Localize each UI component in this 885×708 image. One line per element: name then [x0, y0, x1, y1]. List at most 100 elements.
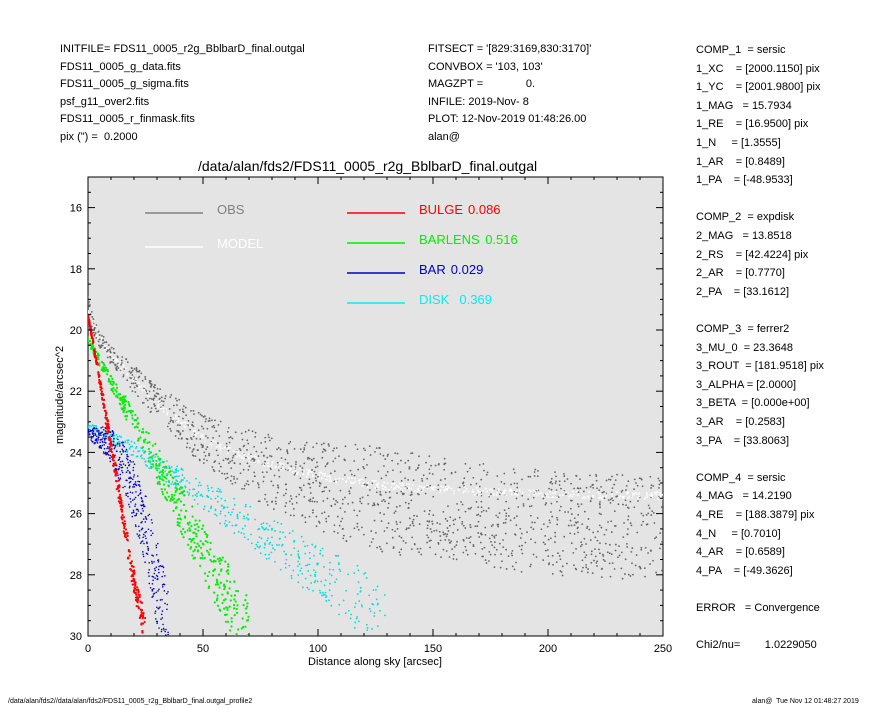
data-point — [112, 381, 115, 384]
data-point — [110, 435, 113, 438]
data-point — [491, 544, 494, 547]
data-point — [233, 607, 236, 610]
data-point — [155, 410, 158, 413]
data-point — [522, 504, 525, 507]
data-point — [273, 548, 276, 551]
data-point — [130, 580, 133, 583]
data-point — [113, 463, 117, 467]
data-point — [148, 380, 151, 382]
data-point — [462, 538, 465, 541]
data-point — [613, 510, 616, 513]
data-point — [91, 337, 95, 340]
data-point — [144, 438, 147, 441]
data-point — [315, 442, 318, 445]
legend-label: OBS — [217, 202, 245, 217]
data-point — [483, 469, 485, 472]
data-point — [130, 501, 132, 503]
data-point — [499, 542, 501, 545]
data-point — [285, 553, 287, 556]
data-point — [332, 498, 335, 500]
data-point — [132, 469, 135, 472]
data-point — [140, 528, 143, 531]
data-point — [469, 535, 472, 538]
data-point — [172, 483, 175, 486]
data-point — [241, 642, 243, 644]
data-point — [444, 532, 447, 535]
data-point — [115, 450, 118, 452]
data-point — [497, 516, 499, 519]
data-point — [521, 494, 524, 497]
data-point — [319, 553, 322, 555]
data-point — [228, 436, 231, 439]
data-point — [109, 351, 112, 354]
data-point — [288, 564, 291, 567]
data-point — [102, 426, 104, 428]
data-point — [448, 486, 451, 489]
data-point — [483, 546, 486, 549]
data-point — [220, 449, 223, 452]
data-point — [356, 616, 359, 618]
data-point — [113, 437, 115, 440]
data-point — [305, 468, 308, 471]
data-point — [243, 639, 245, 641]
data-point — [90, 425, 93, 428]
data-point — [265, 522, 268, 525]
data-point — [659, 495, 662, 497]
data-point — [243, 484, 246, 487]
data-point — [267, 528, 270, 531]
param-line: 2_PA = [33.1612] — [696, 285, 790, 298]
data-point — [117, 477, 120, 479]
data-point — [117, 440, 120, 443]
data-point — [314, 466, 317, 469]
data-point — [169, 473, 172, 477]
data-point — [233, 598, 236, 601]
data-point — [266, 539, 269, 542]
data-point — [202, 446, 204, 448]
data-point — [115, 386, 119, 389]
data-point — [293, 448, 296, 450]
data-point — [504, 521, 507, 524]
data-point — [99, 441, 101, 444]
data-point — [650, 487, 652, 489]
data-point — [386, 526, 389, 529]
data-point — [103, 368, 106, 371]
x-tick-label: 100 — [309, 643, 327, 655]
data-point — [219, 465, 222, 468]
data-point — [284, 505, 287, 508]
data-point — [265, 557, 268, 560]
data-point — [298, 493, 300, 496]
data-point — [577, 513, 580, 516]
data-point — [602, 555, 605, 557]
data-point — [313, 569, 315, 572]
data-point — [232, 604, 236, 607]
data-point — [392, 480, 395, 483]
data-point — [222, 584, 226, 587]
data-point — [450, 487, 453, 490]
data-point — [364, 476, 367, 479]
data-point — [354, 477, 357, 480]
data-point — [481, 548, 484, 550]
data-point — [226, 524, 228, 526]
data-point — [134, 413, 137, 416]
data-point — [225, 613, 228, 616]
data-point — [155, 566, 158, 568]
data-point — [495, 534, 498, 537]
data-point — [551, 482, 554, 485]
data-point — [327, 443, 330, 445]
data-point — [194, 528, 197, 531]
data-point — [116, 435, 119, 438]
data-point — [311, 500, 314, 503]
data-point — [128, 471, 131, 473]
data-point — [368, 607, 371, 610]
data-point — [325, 517, 327, 520]
data-point — [349, 535, 352, 538]
data-point — [107, 347, 110, 350]
data-point — [527, 498, 530, 501]
data-point — [496, 498, 499, 501]
data-point — [138, 525, 140, 528]
data-point — [233, 580, 236, 583]
data-point — [144, 531, 146, 534]
data-point — [156, 405, 159, 408]
data-point — [136, 533, 139, 535]
data-point — [416, 515, 418, 517]
